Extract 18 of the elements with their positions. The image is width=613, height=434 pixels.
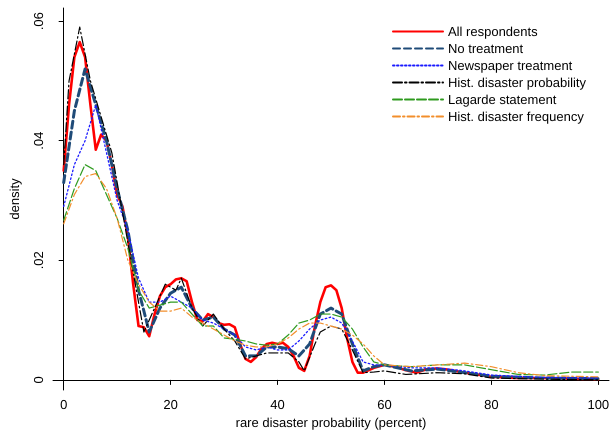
y-tick-label: .02 — [31, 251, 46, 270]
legend-label: No treatment — [448, 41, 524, 56]
y-tick-label: 0 — [31, 376, 46, 384]
legend-label: Lagarde statement — [448, 92, 557, 107]
legend-label: Hist. disaster frequency — [448, 109, 584, 124]
x-tick-label: 60 — [377, 397, 392, 412]
y-axis-title: density — [7, 178, 22, 220]
x-tick-label: 20 — [163, 397, 178, 412]
legend-label: All respondents — [448, 24, 538, 39]
legend-label: Newspaper treatment — [448, 58, 573, 73]
x-tick-label: 0 — [60, 397, 68, 412]
y-tick-label: .06 — [31, 12, 46, 30]
y-tick-label: .04 — [31, 132, 46, 150]
x-tick-label: 80 — [484, 397, 499, 412]
x-tick-label: 40 — [270, 397, 285, 412]
legend-label: Hist. disaster probability — [448, 75, 586, 90]
x-tick-label: 100 — [587, 397, 610, 412]
x-axis-title: rare disaster probability (percent) — [236, 415, 426, 430]
